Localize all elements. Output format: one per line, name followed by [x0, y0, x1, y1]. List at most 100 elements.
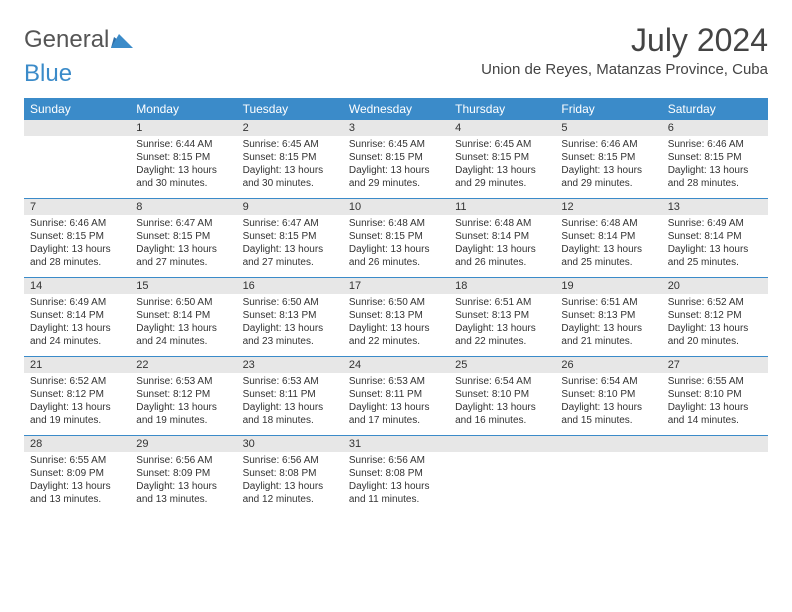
day-cell: Sunrise: 6:56 AMSunset: 8:08 PMDaylight:…: [237, 452, 343, 514]
sunset-text: Sunset: 8:14 PM: [561, 230, 655, 243]
daylight-text: Daylight: 13 hours and 22 minutes.: [349, 322, 443, 348]
day-number: 27: [662, 357, 768, 374]
day-number: 30: [237, 436, 343, 453]
sunrise-text: Sunrise: 6:56 AM: [243, 454, 337, 467]
sunrise-text: Sunrise: 6:50 AM: [243, 296, 337, 309]
day-header: Thursday: [449, 98, 555, 120]
daylight-text: Daylight: 13 hours and 25 minutes.: [668, 243, 762, 269]
sunset-text: Sunset: 8:10 PM: [561, 388, 655, 401]
day-cell: [24, 136, 130, 199]
sunrise-text: Sunrise: 6:53 AM: [243, 375, 337, 388]
daylight-text: Daylight: 13 hours and 19 minutes.: [30, 401, 124, 427]
day-number: 3: [343, 120, 449, 136]
day-cell: Sunrise: 6:51 AMSunset: 8:13 PMDaylight:…: [555, 294, 661, 357]
sunrise-text: Sunrise: 6:45 AM: [243, 138, 337, 151]
sunset-text: Sunset: 8:09 PM: [30, 467, 124, 480]
day-number: 25: [449, 357, 555, 374]
sunset-text: Sunset: 8:11 PM: [349, 388, 443, 401]
day-number: 22: [130, 357, 236, 374]
sunset-text: Sunset: 8:14 PM: [455, 230, 549, 243]
day-number: [662, 436, 768, 453]
daylight-text: Daylight: 13 hours and 23 minutes.: [243, 322, 337, 348]
week-number-row: 14151617181920: [24, 278, 768, 295]
day-number: 12: [555, 199, 661, 216]
day-cell: Sunrise: 6:46 AMSunset: 8:15 PMDaylight:…: [555, 136, 661, 199]
day-number: [555, 436, 661, 453]
sunrise-text: Sunrise: 6:44 AM: [136, 138, 230, 151]
sunset-text: Sunset: 8:15 PM: [455, 151, 549, 164]
sunrise-text: Sunrise: 6:54 AM: [455, 375, 549, 388]
logo-text-2: Blue: [24, 60, 72, 88]
sunrise-text: Sunrise: 6:47 AM: [136, 217, 230, 230]
day-header-row: Sunday Monday Tuesday Wednesday Thursday…: [24, 98, 768, 120]
week-number-row: 28293031: [24, 436, 768, 453]
calendar-table: Sunday Monday Tuesday Wednesday Thursday…: [24, 98, 768, 514]
sunset-text: Sunset: 8:12 PM: [30, 388, 124, 401]
day-cell: Sunrise: 6:56 AMSunset: 8:08 PMDaylight:…: [343, 452, 449, 514]
sunset-text: Sunset: 8:15 PM: [349, 151, 443, 164]
day-number: 23: [237, 357, 343, 374]
sunrise-text: Sunrise: 6:48 AM: [349, 217, 443, 230]
daylight-text: Daylight: 13 hours and 24 minutes.: [30, 322, 124, 348]
day-number: 8: [130, 199, 236, 216]
logo-flag-icon: [111, 31, 133, 49]
sunrise-text: Sunrise: 6:45 AM: [455, 138, 549, 151]
sunrise-text: Sunrise: 6:53 AM: [136, 375, 230, 388]
daylight-text: Daylight: 13 hours and 19 minutes.: [136, 401, 230, 427]
daylight-text: Daylight: 13 hours and 11 minutes.: [349, 480, 443, 506]
daylight-text: Daylight: 13 hours and 29 minutes.: [349, 164, 443, 190]
day-cell: Sunrise: 6:53 AMSunset: 8:12 PMDaylight:…: [130, 373, 236, 436]
day-cell: Sunrise: 6:54 AMSunset: 8:10 PMDaylight:…: [449, 373, 555, 436]
day-number: 19: [555, 278, 661, 295]
daylight-text: Daylight: 13 hours and 24 minutes.: [136, 322, 230, 348]
day-cell: Sunrise: 6:48 AMSunset: 8:15 PMDaylight:…: [343, 215, 449, 278]
day-cell: Sunrise: 6:47 AMSunset: 8:15 PMDaylight:…: [130, 215, 236, 278]
daylight-text: Daylight: 13 hours and 29 minutes.: [455, 164, 549, 190]
day-header: Tuesday: [237, 98, 343, 120]
sunrise-text: Sunrise: 6:56 AM: [136, 454, 230, 467]
day-cell: Sunrise: 6:47 AMSunset: 8:15 PMDaylight:…: [237, 215, 343, 278]
sunrise-text: Sunrise: 6:55 AM: [30, 454, 124, 467]
daylight-text: Daylight: 13 hours and 29 minutes.: [561, 164, 655, 190]
day-number: 15: [130, 278, 236, 295]
day-number: 2: [237, 120, 343, 136]
sunset-text: Sunset: 8:13 PM: [561, 309, 655, 322]
sunrise-text: Sunrise: 6:51 AM: [561, 296, 655, 309]
sunrise-text: Sunrise: 6:54 AM: [561, 375, 655, 388]
day-cell: Sunrise: 6:55 AMSunset: 8:09 PMDaylight:…: [24, 452, 130, 514]
sunset-text: Sunset: 8:08 PM: [243, 467, 337, 480]
sunset-text: Sunset: 8:09 PM: [136, 467, 230, 480]
week-number-row: 123456: [24, 120, 768, 136]
page-subtitle: Union de Reyes, Matanzas Province, Cuba: [481, 61, 768, 78]
daylight-text: Daylight: 13 hours and 20 minutes.: [668, 322, 762, 348]
calendar-page: General July 2024 Union de Reyes, Matanz…: [0, 0, 792, 534]
sunrise-text: Sunrise: 6:49 AM: [668, 217, 762, 230]
daylight-text: Daylight: 13 hours and 30 minutes.: [243, 164, 337, 190]
sunrise-text: Sunrise: 6:52 AM: [668, 296, 762, 309]
sunrise-text: Sunrise: 6:49 AM: [30, 296, 124, 309]
day-number: 14: [24, 278, 130, 295]
day-header: Monday: [130, 98, 236, 120]
day-cell: Sunrise: 6:46 AMSunset: 8:15 PMDaylight:…: [662, 136, 768, 199]
title-block: July 2024 Union de Reyes, Matanzas Provi…: [481, 22, 768, 78]
day-number: [449, 436, 555, 453]
sunset-text: Sunset: 8:14 PM: [136, 309, 230, 322]
sunrise-text: Sunrise: 6:50 AM: [349, 296, 443, 309]
sunset-text: Sunset: 8:15 PM: [561, 151, 655, 164]
daylight-text: Daylight: 13 hours and 15 minutes.: [561, 401, 655, 427]
day-cell: Sunrise: 6:48 AMSunset: 8:14 PMDaylight:…: [555, 215, 661, 278]
day-cell: Sunrise: 6:51 AMSunset: 8:13 PMDaylight:…: [449, 294, 555, 357]
daylight-text: Daylight: 13 hours and 26 minutes.: [455, 243, 549, 269]
daylight-text: Daylight: 13 hours and 14 minutes.: [668, 401, 762, 427]
day-header: Friday: [555, 98, 661, 120]
day-number: [24, 120, 130, 136]
day-number: 5: [555, 120, 661, 136]
day-cell: Sunrise: 6:53 AMSunset: 8:11 PMDaylight:…: [343, 373, 449, 436]
day-number: 18: [449, 278, 555, 295]
logo-text-1: General: [24, 26, 109, 54]
day-number: 21: [24, 357, 130, 374]
daylight-text: Daylight: 13 hours and 13 minutes.: [136, 480, 230, 506]
daylight-text: Daylight: 13 hours and 27 minutes.: [136, 243, 230, 269]
sunrise-text: Sunrise: 6:46 AM: [561, 138, 655, 151]
sunset-text: Sunset: 8:14 PM: [30, 309, 124, 322]
